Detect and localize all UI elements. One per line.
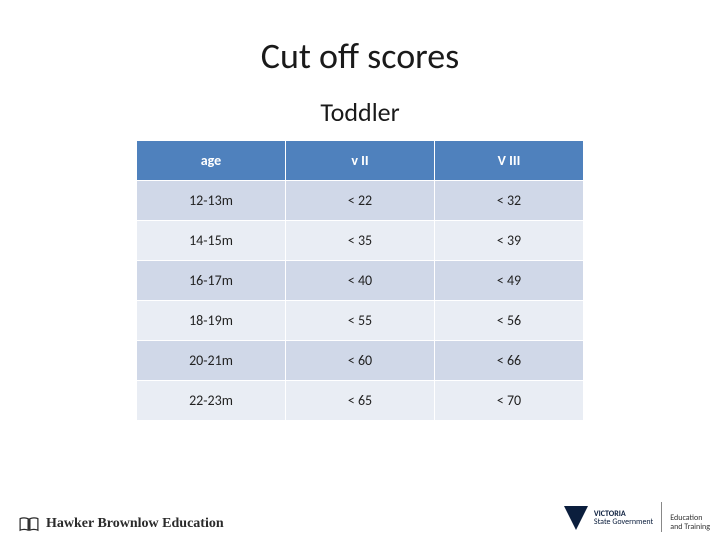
table-row: 20-21m < 60 < 66 <box>137 341 584 381</box>
cell-v3: < 70 <box>435 381 584 421</box>
cell-age: 12-13m <box>137 181 286 221</box>
cell-v3: < 39 <box>435 221 584 261</box>
cell-v2: < 60 <box>286 341 435 381</box>
victoria-logo: VICTORIA State Government <box>562 504 653 532</box>
col-header-age: age <box>137 141 286 181</box>
cell-age: 14-15m <box>137 221 286 261</box>
cell-v2: < 40 <box>286 261 435 301</box>
table-row: 18-19m < 55 < 56 <box>137 301 584 341</box>
cell-v3: < 66 <box>435 341 584 381</box>
table-row: 12-13m < 22 < 32 <box>137 181 584 221</box>
col-header-v3: V III <box>435 141 584 181</box>
cell-age: 22-23m <box>137 381 286 421</box>
cell-v3: < 32 <box>435 181 584 221</box>
dept-line2: and Training <box>670 522 710 532</box>
victoria-triangle-icon <box>562 504 590 532</box>
table-body: 12-13m < 22 < 32 14-15m < 35 < 39 16-17m… <box>137 181 584 421</box>
cell-age: 20-21m <box>137 341 286 381</box>
victoria-line2: State Government <box>594 517 653 527</box>
footer-divider <box>661 502 662 532</box>
victoria-text: VICTORIA State Government <box>594 510 653 527</box>
footer-right: VICTORIA State Government Education and … <box>562 502 710 532</box>
brand-text: Hawker Brownlow Education <box>46 516 224 532</box>
footer: Hawker Brownlow Education VICTORIA State… <box>18 502 710 532</box>
cell-v2: < 22 <box>286 181 435 221</box>
cell-v3: < 56 <box>435 301 584 341</box>
cell-age: 18-19m <box>137 301 286 341</box>
table-header-row: age v II V III <box>137 141 584 181</box>
department-text: Education and Training <box>670 514 710 532</box>
slide-subtitle: Toddler <box>0 96 720 128</box>
slide-title: Cut off scores <box>0 34 720 78</box>
cell-age: 16-17m <box>137 261 286 301</box>
col-header-v2: v II <box>286 141 435 181</box>
cell-v3: < 49 <box>435 261 584 301</box>
table-row: 16-17m < 40 < 49 <box>137 261 584 301</box>
cutoff-table: age v II V III 12-13m < 22 < 32 14-15m <… <box>136 140 584 421</box>
cell-v2: < 65 <box>286 381 435 421</box>
footer-left-brand: Hawker Brownlow Education <box>18 516 224 532</box>
slide: Cut off scores Toddler age v II V III 12… <box>0 0 720 540</box>
cell-v2: < 55 <box>286 301 435 341</box>
table-row: 22-23m < 65 < 70 <box>137 381 584 421</box>
cell-v2: < 35 <box>286 221 435 261</box>
book-icon <box>18 516 40 532</box>
table-row: 14-15m < 35 < 39 <box>137 221 584 261</box>
table-header: age v II V III <box>137 141 584 181</box>
